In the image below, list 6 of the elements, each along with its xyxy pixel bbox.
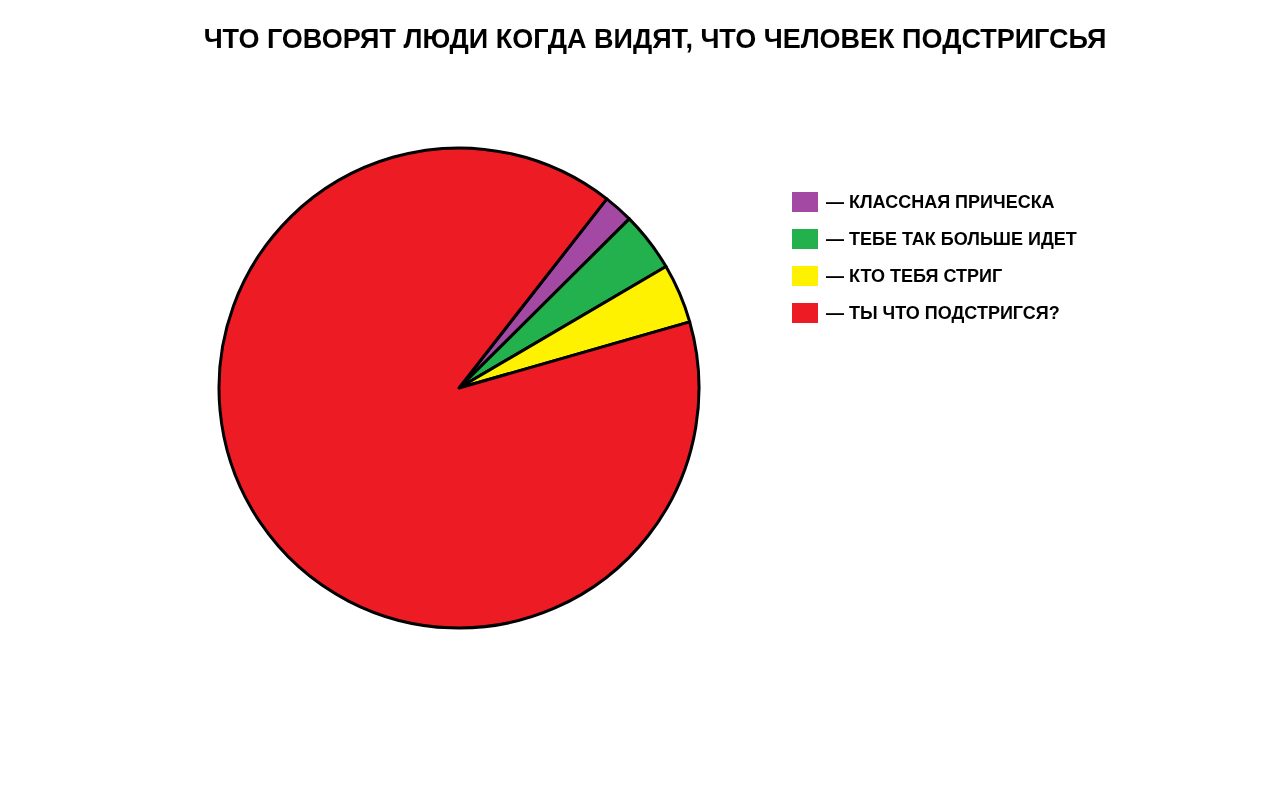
legend-label: — ТЫ ЧТО ПОДСТРИГСЯ? [826, 303, 1060, 323]
chart-title: ЧТО ГОВОРЯТ ЛЮДИ КОГДА ВИДЯТ, ЧТО ЧЕЛОВЕК ПОДСТРИГСЬЯ [203, 24, 1107, 54]
legend-label: — КЛАССНАЯ ПРИЧЕСКА [826, 192, 1055, 212]
legend-label: — ТЕБЕ ТАК БОЛЬШЕ ИДЕТ [826, 229, 1077, 249]
pie-slice [217, 146, 701, 630]
legend-label: — КТО ТЕБЯ СТРИГ [826, 266, 1003, 286]
